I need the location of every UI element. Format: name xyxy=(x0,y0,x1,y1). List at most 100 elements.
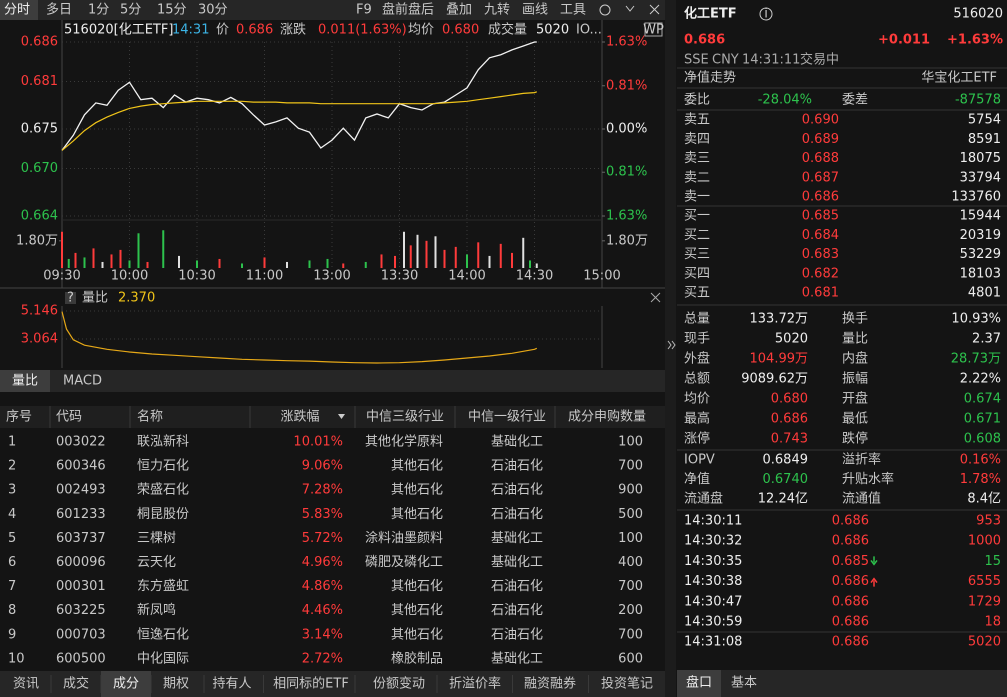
bottom-tab[interactable]: 期权 xyxy=(163,676,189,692)
bottom-tab[interactable]: 折溢价率 xyxy=(449,676,501,692)
quote-tab[interactable]: 盘口 xyxy=(686,675,712,691)
trade-volume: 5020 xyxy=(968,635,1001,650)
table-cell: 基础化工 xyxy=(491,435,543,450)
stat-value: 0.674 xyxy=(964,392,1001,407)
change: 0.011(1.63%) xyxy=(318,23,407,38)
trade-volume: 18 xyxy=(984,615,1001,630)
info-icon[interactable] xyxy=(759,7,773,21)
x-tick-label: 10:30 xyxy=(178,269,215,284)
table-cell: 601233 xyxy=(56,507,106,522)
book-label: 卖五 xyxy=(684,113,710,128)
splitter[interactable] xyxy=(665,0,676,697)
trade-price: 0.686 xyxy=(832,594,869,609)
stat-value: 28.73万 xyxy=(951,352,1001,367)
table-cell: 基础化工 xyxy=(491,531,543,546)
price-line xyxy=(61,41,537,151)
bottom-tab[interactable]: 成分 xyxy=(113,677,139,692)
table-cell: 磷肥及磷化工 xyxy=(365,555,443,570)
table-cell: 1 xyxy=(8,435,16,450)
book-label: 买四 xyxy=(684,266,710,281)
tool-button[interactable]: 叠加 xyxy=(446,3,472,18)
bottom-tab[interactable]: 成交 xyxy=(63,676,89,692)
volume-bar xyxy=(263,257,266,268)
indicator-tab[interactable]: 量比 xyxy=(12,374,38,389)
book-price: 0.690 xyxy=(802,113,839,128)
y-tick-label: 1.80万 xyxy=(16,233,58,248)
trade-volume: 1729 xyxy=(968,594,1001,609)
table-cell: 联泓新科 xyxy=(137,434,189,450)
close-icon[interactable] xyxy=(649,4,660,15)
volume-label: 成交量 xyxy=(488,22,527,38)
table-cell: 4 xyxy=(8,507,16,522)
table-cell: 000301 xyxy=(56,579,106,594)
column-header[interactable]: 序号 xyxy=(6,410,32,425)
tool-button[interactable]: F9 xyxy=(356,3,372,18)
stat-label: 量比 xyxy=(842,332,868,347)
indicator-tab[interactable]: MACD xyxy=(63,374,102,389)
table-cell: 2 xyxy=(8,459,16,474)
nav-trend[interactable]: 净值走势 xyxy=(684,70,736,86)
column-header[interactable]: 成分申购数量 xyxy=(568,409,646,425)
bottom-tab[interactable]: 份额变动 xyxy=(373,676,425,692)
tool-button[interactable]: 九转 xyxy=(484,3,510,18)
volume-bar xyxy=(529,260,531,268)
quote-time: 14:31:11 xyxy=(742,53,800,68)
column-header[interactable]: 名称 xyxy=(137,409,163,425)
volume-bar xyxy=(218,258,221,268)
column-header[interactable]: 涨跌幅 xyxy=(280,409,319,425)
stat-label: 振幅 xyxy=(842,372,868,387)
help-box[interactable] xyxy=(65,292,76,304)
volume-bar xyxy=(101,261,104,268)
security-name: 516020[化工ETF] xyxy=(64,23,173,38)
book-label: 买二 xyxy=(684,228,710,243)
trade-time: 14:31:08 xyxy=(684,635,742,650)
bottom-tab[interactable]: 融资融券 xyxy=(524,676,576,692)
volume-bar xyxy=(326,258,329,268)
volume-bar xyxy=(380,254,383,268)
timeframe-tab[interactable]: 分时 xyxy=(4,3,30,18)
table-cell: 橡胶制品 xyxy=(391,650,443,666)
toolbar xyxy=(0,0,665,20)
bottom-tab[interactable]: 投资笔记 xyxy=(601,676,653,692)
table-cell: 恒力石化 xyxy=(137,459,189,474)
timeframe-tab[interactable]: 1分 xyxy=(88,3,109,18)
table-cell: 900 xyxy=(618,483,643,498)
tool-button[interactable]: 工具 xyxy=(560,3,586,18)
close-indicator-icon[interactable] xyxy=(650,292,661,303)
table-cell: 桐昆股份 xyxy=(137,507,189,522)
column-header[interactable]: 中信三级行业 xyxy=(366,410,444,425)
table-cell: 10 xyxy=(8,651,25,666)
timeframe-tab[interactable]: 5分 xyxy=(120,3,141,18)
timeframe-tab[interactable]: 30分 xyxy=(198,3,228,18)
tool-button[interactable]: 盘前盘后 xyxy=(382,2,434,18)
column-header[interactable]: 代码 xyxy=(56,410,82,425)
active-tab xyxy=(101,671,151,697)
volume-bar xyxy=(488,255,491,268)
volume-bar xyxy=(196,260,198,268)
x-tick-label: 09:30 xyxy=(43,269,80,284)
bottom-tab[interactable]: 资讯 xyxy=(13,677,39,692)
volume-bar xyxy=(364,261,367,268)
dropdown-icon[interactable] xyxy=(625,5,635,12)
y2-tick-label: 1.63% xyxy=(606,35,647,50)
bottom-tab[interactable]: 相同标的ETF xyxy=(273,676,349,692)
book-label: 卖一 xyxy=(684,190,710,205)
volume-bar xyxy=(409,245,412,268)
trade-price: 0.686 xyxy=(832,635,869,650)
settings-icon[interactable] xyxy=(599,4,611,16)
timeframe-tab[interactable]: 15分 xyxy=(157,3,187,18)
stat-value: 104.99万 xyxy=(750,352,809,367)
table-cell: 基础化工 xyxy=(491,555,543,570)
trade-time: 14:30:35 xyxy=(684,554,742,569)
timeframe-tab[interactable]: 多日 xyxy=(46,2,72,18)
tool-button[interactable]: 画线 xyxy=(522,3,548,18)
y-tick-label: 0.664 xyxy=(21,209,58,224)
price: 0.686 xyxy=(236,23,273,38)
book-price: 0.687 xyxy=(802,170,839,185)
collapse-icon[interactable] xyxy=(667,340,676,350)
bottom-tab[interactable]: 持有人 xyxy=(212,677,251,692)
column-header[interactable]: 中信一级行业 xyxy=(468,410,546,425)
quote-tab[interactable]: 基本 xyxy=(731,676,757,691)
book-price: 0.686 xyxy=(802,190,839,205)
